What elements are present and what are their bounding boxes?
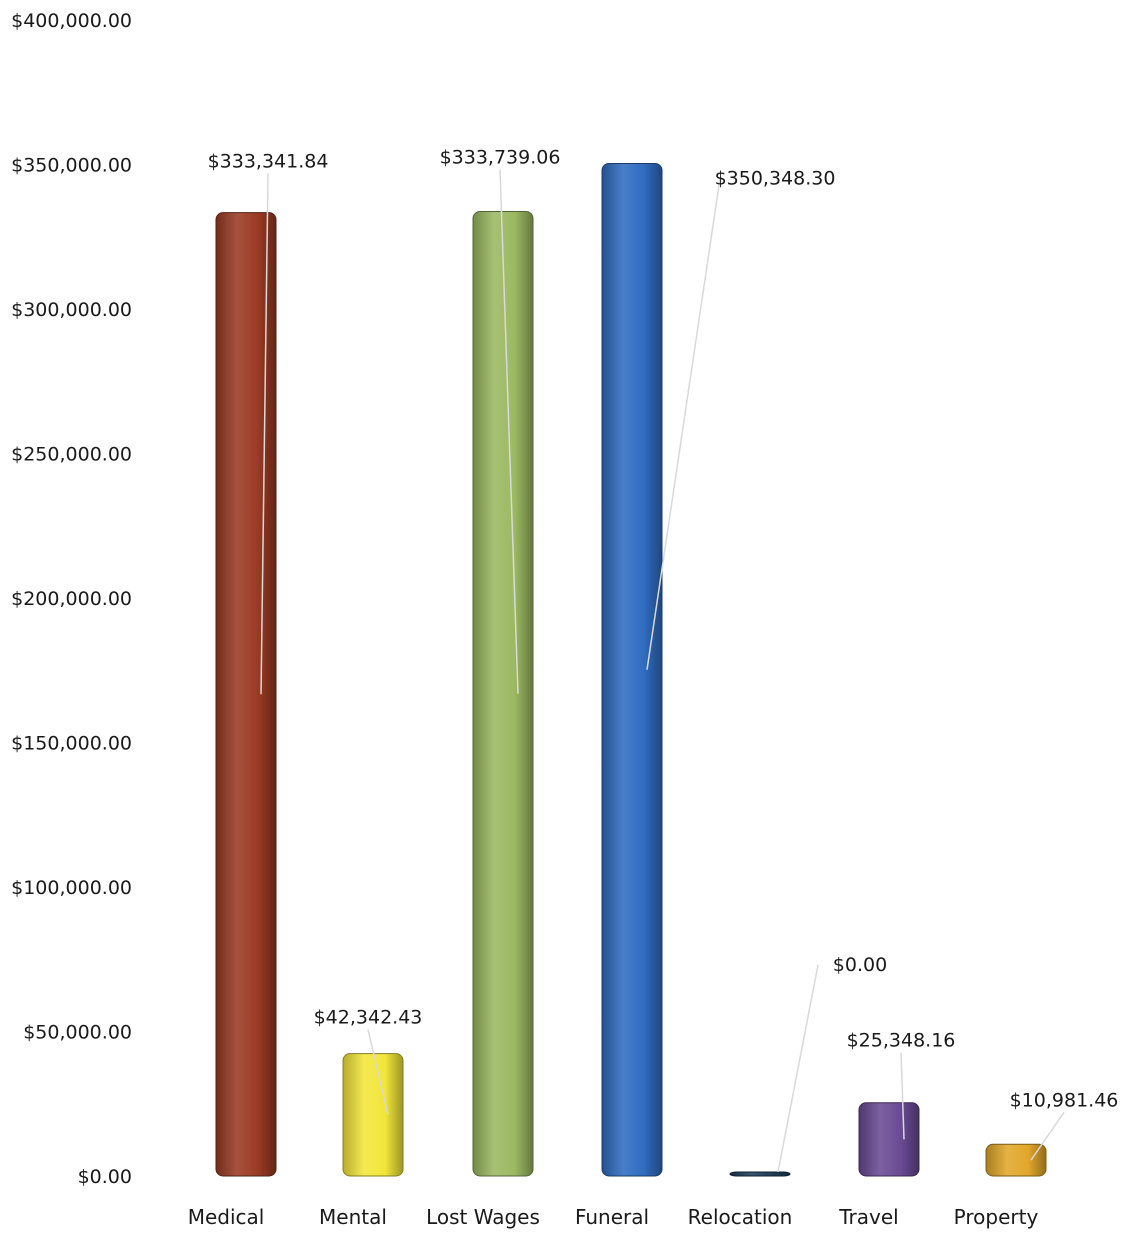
- leader-line: [367, 1029, 389, 1115]
- y-tick-label: $100,000.00: [11, 877, 132, 899]
- y-tick-label: $0.00: [78, 1166, 132, 1188]
- y-tick-label: $400,000.00: [11, 10, 132, 32]
- leader-line: [1030, 1111, 1065, 1161]
- data-labels: $333,341.84 $42,342.43 $333,739.06 $350,348…: [208, 146, 1119, 1111]
- leader-line: [777, 964, 819, 1173]
- bar-funeral: [601, 162, 663, 1177]
- y-tick-label: $150,000.00: [11, 733, 132, 755]
- y-tick-label: $300,000.00: [11, 299, 132, 321]
- y-tick-label: $250,000.00: [11, 444, 132, 466]
- leader-line: [900, 1052, 905, 1140]
- x-tick-label: Lost Wages: [426, 1205, 540, 1229]
- y-tick-label: $350,000.00: [11, 155, 132, 177]
- y-tick-label: $200,000.00: [11, 588, 132, 610]
- bar-relocation: [729, 1171, 791, 1177]
- x-tick-label: Travel: [838, 1205, 898, 1229]
- data-label: $10,981.46: [1010, 1089, 1119, 1111]
- x-tick-label: Medical: [188, 1205, 265, 1229]
- y-tick-label: $50,000.00: [23, 1022, 132, 1044]
- label-leader-lines: [260, 169, 1065, 1173]
- y-axis: $0.00 $50,000.00 $100,000.00 $150,000.00 $20…: [11, 10, 132, 1188]
- bars: [215, 162, 1047, 1177]
- x-tick-label: Mental: [319, 1205, 387, 1229]
- bar-mental: [342, 1053, 404, 1177]
- data-label: $350,348.30: [715, 167, 836, 189]
- data-label: $333,341.84: [208, 151, 329, 173]
- bar-lost-wages: [472, 210, 534, 1177]
- bar-property: [985, 1143, 1047, 1177]
- leader-line: [646, 178, 721, 670]
- data-label: $25,348.16: [847, 1030, 956, 1052]
- x-tick-label: Funeral: [575, 1205, 649, 1229]
- data-label: $42,342.43: [314, 1007, 423, 1029]
- leader-line: [260, 173, 269, 695]
- data-label: $0.00: [833, 954, 887, 976]
- x-axis: Medical Mental Lost Wages Funeral Relocation…: [188, 1205, 1039, 1229]
- bar-travel: [858, 1102, 920, 1177]
- x-tick-label: Relocation: [688, 1205, 793, 1229]
- bar-medical: [215, 212, 277, 1177]
- data-label: $333,739.06: [440, 146, 561, 168]
- leader-line: [499, 169, 519, 694]
- x-tick-label: Property: [954, 1205, 1039, 1229]
